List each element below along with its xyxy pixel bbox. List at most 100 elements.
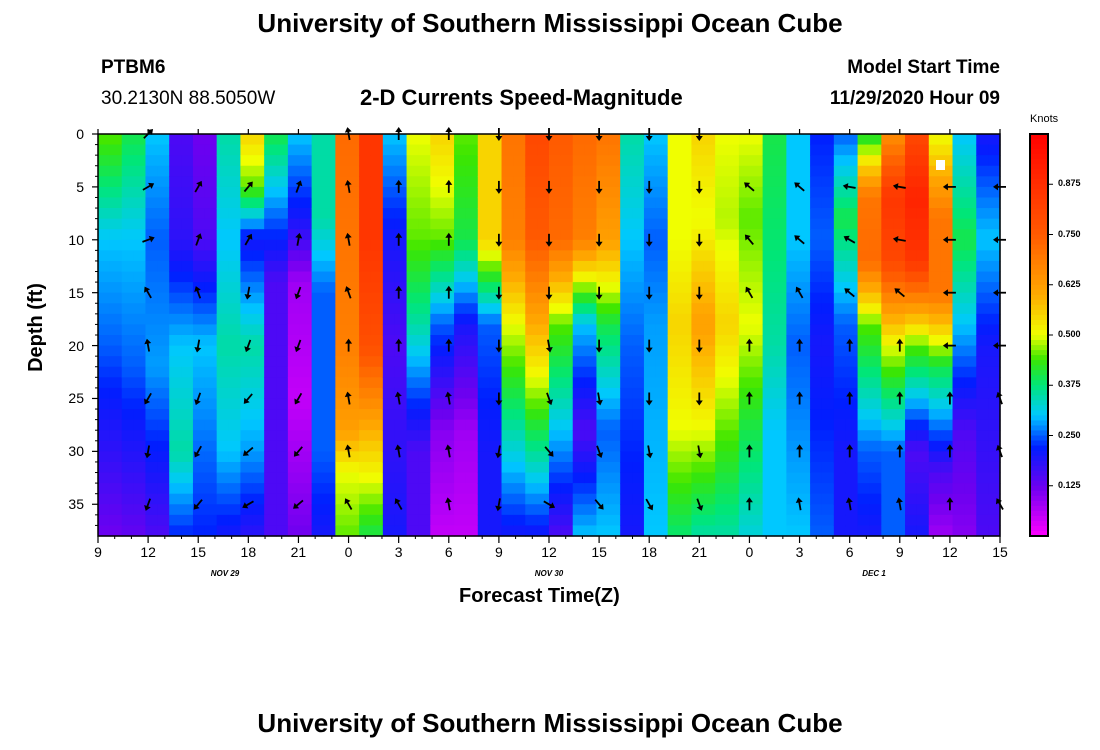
heatmap-cell bbox=[821, 409, 835, 421]
heatmap-cell bbox=[382, 409, 396, 421]
heatmap-cell bbox=[881, 461, 894, 474]
heatmap-cell bbox=[750, 366, 764, 378]
heatmap-cell bbox=[549, 250, 562, 262]
heatmap-cell bbox=[916, 197, 930, 209]
heatmap-cell bbox=[287, 239, 301, 251]
heatmap-cell bbox=[679, 430, 693, 442]
heatmap-cell bbox=[537, 134, 550, 146]
heatmap-cell bbox=[264, 165, 277, 177]
heatmap-cell bbox=[192, 134, 206, 146]
heatmap-cell bbox=[964, 430, 977, 442]
heatmap-cell bbox=[762, 134, 776, 146]
heatmap-cell bbox=[454, 208, 467, 220]
heatmap-cell bbox=[145, 271, 158, 283]
heatmap-cell bbox=[643, 472, 657, 484]
heatmap-cell bbox=[501, 483, 514, 495]
heatmap-cell bbox=[632, 155, 645, 167]
heatmap-cell bbox=[549, 483, 562, 495]
heatmap-cell bbox=[655, 525, 669, 537]
heatmap-cell bbox=[821, 398, 835, 410]
heatmap-cell bbox=[655, 451, 669, 463]
heatmap-cell bbox=[181, 282, 194, 294]
heatmap-cell bbox=[940, 165, 954, 177]
heatmap-cell bbox=[833, 218, 847, 230]
heatmap-cell bbox=[181, 260, 194, 273]
heatmap-cell bbox=[501, 229, 514, 241]
heatmap-cell bbox=[501, 208, 514, 220]
heatmap-cell bbox=[798, 493, 811, 505]
heatmap-cell bbox=[750, 525, 764, 537]
heatmap-cell bbox=[370, 419, 384, 431]
heatmap-cell bbox=[715, 303, 728, 315]
heatmap-cell bbox=[430, 176, 443, 188]
current-arrows bbox=[142, 127, 1006, 512]
heatmap-cell bbox=[513, 366, 526, 378]
heatmap-cell bbox=[157, 271, 170, 283]
heatmap-cell bbox=[430, 377, 443, 389]
heatmap-cell bbox=[228, 134, 242, 146]
heatmap-cell bbox=[632, 440, 645, 452]
heatmap-cell bbox=[359, 282, 372, 294]
heatmap-cell bbox=[738, 345, 752, 357]
heatmap-cell bbox=[549, 451, 562, 463]
colorbar-segment bbox=[1030, 299, 1048, 306]
heatmap-cell bbox=[287, 504, 301, 516]
heatmap-cell bbox=[347, 514, 360, 527]
heatmap-cell bbox=[513, 514, 526, 527]
heatmap-cell bbox=[952, 377, 965, 389]
heatmap-cell bbox=[679, 398, 693, 410]
heatmap-cell bbox=[252, 303, 265, 315]
heatmap-cell bbox=[430, 239, 443, 251]
heatmap-cell bbox=[727, 292, 740, 304]
heatmap-cell bbox=[810, 451, 823, 463]
heatmap-cell bbox=[810, 461, 823, 474]
heatmap-cell bbox=[560, 197, 574, 209]
heatmap-cell bbox=[988, 493, 1001, 505]
heatmap-cell bbox=[952, 229, 965, 241]
heatmap-cell bbox=[703, 208, 716, 220]
heatmap-cell bbox=[821, 377, 835, 389]
heatmap-cell bbox=[501, 451, 514, 463]
heatmap-cell bbox=[964, 377, 977, 389]
heatmap-cell bbox=[216, 451, 230, 463]
heatmap-cell bbox=[370, 197, 384, 209]
heatmap-cell bbox=[857, 451, 871, 463]
heatmap-cell bbox=[833, 144, 847, 156]
heatmap-cell bbox=[382, 472, 396, 484]
heatmap-cell bbox=[667, 440, 681, 452]
heatmap-cell bbox=[430, 165, 443, 177]
heatmap-cell bbox=[549, 472, 562, 484]
heatmap-cell bbox=[596, 239, 609, 251]
current-arrow bbox=[843, 235, 856, 244]
heatmap-cell bbox=[715, 260, 728, 273]
heatmap-cell bbox=[311, 514, 325, 527]
heatmap-cell bbox=[940, 292, 954, 304]
heatmap-cell bbox=[501, 292, 514, 304]
heatmap-cell bbox=[821, 461, 835, 474]
heatmap-cell bbox=[323, 324, 336, 336]
heatmap-cell bbox=[620, 313, 633, 326]
current-arrow bbox=[645, 392, 653, 406]
heatmap-cell bbox=[192, 313, 206, 326]
heatmap-cell bbox=[454, 155, 467, 167]
heatmap-cell bbox=[228, 239, 242, 251]
heatmap-cell bbox=[323, 260, 336, 273]
heatmap-cell bbox=[727, 303, 740, 315]
heatmap-cell bbox=[952, 366, 965, 378]
x-tick-label: 12 bbox=[942, 544, 958, 560]
heatmap-cell bbox=[691, 271, 704, 283]
heatmap-cell bbox=[821, 208, 835, 220]
heatmap-cell bbox=[774, 239, 787, 251]
heatmap-cell bbox=[655, 197, 669, 209]
heatmap-cell bbox=[679, 504, 693, 516]
heatmap-cell bbox=[608, 155, 621, 167]
heatmap-cell bbox=[501, 218, 514, 230]
heatmap-cell bbox=[299, 218, 313, 230]
heatmap-cell bbox=[952, 155, 965, 167]
heatmap-cell bbox=[287, 282, 301, 294]
heatmap-cell bbox=[157, 303, 170, 315]
heatmap-cell bbox=[513, 260, 526, 273]
heatmap-cell bbox=[537, 440, 550, 452]
heatmap-cell bbox=[715, 313, 728, 326]
heatmap-cell bbox=[359, 271, 372, 283]
